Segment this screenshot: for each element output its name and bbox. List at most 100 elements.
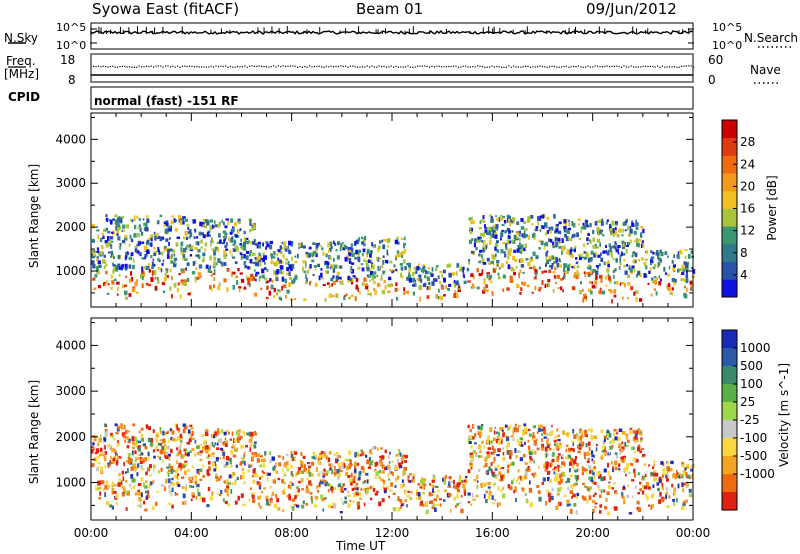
echo-cell xyxy=(558,245,562,249)
echo-cell xyxy=(369,268,372,271)
echo-cell xyxy=(167,275,169,278)
echo-cell xyxy=(291,265,295,270)
nave-dot xyxy=(196,66,198,68)
echo-cell xyxy=(508,251,512,257)
echo-cell xyxy=(398,462,402,467)
echo-cell xyxy=(629,268,633,273)
echo-cell xyxy=(469,459,473,463)
echo-cell xyxy=(514,259,518,263)
echo-cell xyxy=(636,242,640,247)
echo-cell xyxy=(282,509,285,512)
echo-cell xyxy=(548,443,551,447)
echo-cell xyxy=(189,450,192,454)
echo-cell xyxy=(420,484,425,489)
echo-cell xyxy=(100,469,103,474)
echo-cell xyxy=(168,484,171,489)
echo-cell xyxy=(684,255,687,259)
echo-cell xyxy=(265,296,269,300)
nave-dot xyxy=(472,66,474,68)
echo-cell xyxy=(599,229,603,235)
echo-cell xyxy=(294,456,296,461)
echo-cell xyxy=(224,225,228,229)
velocity-echo-cells xyxy=(91,423,695,516)
echo-cell xyxy=(612,228,615,234)
nave-dot xyxy=(621,66,623,68)
echo-cell xyxy=(333,453,336,456)
nave-dot xyxy=(309,65,311,67)
echo-cell xyxy=(138,491,141,496)
echo-cell xyxy=(288,240,292,246)
echo-cell xyxy=(112,269,115,274)
echo-cell xyxy=(280,265,284,270)
echo-cell xyxy=(479,220,482,224)
echo-cell xyxy=(690,284,693,287)
echo-cell xyxy=(547,454,550,457)
echo-cell xyxy=(179,443,182,447)
echo-cell xyxy=(163,224,166,227)
echo-cell xyxy=(177,215,181,220)
echo-cell xyxy=(650,256,653,261)
echo-cell xyxy=(383,487,387,492)
nave-dot xyxy=(179,66,181,68)
echo-cell xyxy=(549,432,552,436)
nave-dot xyxy=(661,65,663,67)
echo-cell xyxy=(355,284,359,290)
echo-cell xyxy=(122,216,125,219)
echo-cell xyxy=(661,483,664,488)
nave-dot xyxy=(227,66,229,68)
echo-cell xyxy=(117,286,119,292)
nave-dot xyxy=(325,65,327,67)
echo-cell xyxy=(417,483,421,486)
echo-cell xyxy=(318,454,321,459)
echo-cell xyxy=(556,262,560,268)
echo-cell xyxy=(144,266,147,270)
echo-cell xyxy=(372,245,375,249)
echo-cell xyxy=(500,232,504,238)
echo-cell xyxy=(293,278,296,282)
echo-cell xyxy=(122,486,126,491)
echo-cell xyxy=(501,467,505,470)
echo-cell xyxy=(597,266,599,270)
echo-cell xyxy=(387,473,390,478)
echo-cell xyxy=(320,451,324,455)
echo-cell xyxy=(507,264,511,270)
echo-cell xyxy=(449,478,452,481)
echo-cell xyxy=(637,258,641,262)
echo-cell xyxy=(561,250,563,255)
echo-cell xyxy=(124,439,126,443)
echo-cell xyxy=(503,220,507,224)
nave-dot xyxy=(611,65,613,68)
echo-cell xyxy=(548,269,552,273)
echo-cell xyxy=(410,491,413,494)
echo-cell xyxy=(522,271,525,274)
echo-cell xyxy=(641,243,645,248)
nave-dot xyxy=(249,65,251,67)
nave-dot xyxy=(253,65,255,67)
echo-cell xyxy=(354,257,357,260)
echo-cell xyxy=(312,451,316,455)
echo-cell xyxy=(369,279,371,282)
echo-cell xyxy=(372,487,376,492)
echo-cell xyxy=(180,270,183,274)
echo-cell xyxy=(361,253,364,257)
echo-cell xyxy=(182,221,185,225)
echo-cell xyxy=(355,277,359,283)
echo-cell xyxy=(593,435,598,439)
echo-cell xyxy=(512,427,515,431)
echo-cell xyxy=(107,230,111,234)
echo-cell xyxy=(609,475,612,480)
echo-cell xyxy=(497,276,501,280)
echo-cell xyxy=(677,269,680,273)
echo-cell xyxy=(353,468,357,473)
echo-cell xyxy=(593,454,596,458)
echo-cell xyxy=(179,433,182,438)
echo-cell xyxy=(637,472,640,476)
echo-cell xyxy=(436,494,439,499)
echo-cell xyxy=(376,490,379,493)
echo-cell xyxy=(283,472,286,475)
echo-cell xyxy=(500,475,504,479)
echo-cell xyxy=(346,254,349,259)
echo-cell xyxy=(170,220,174,225)
echo-cell xyxy=(620,448,624,453)
echo-cell xyxy=(603,468,607,473)
